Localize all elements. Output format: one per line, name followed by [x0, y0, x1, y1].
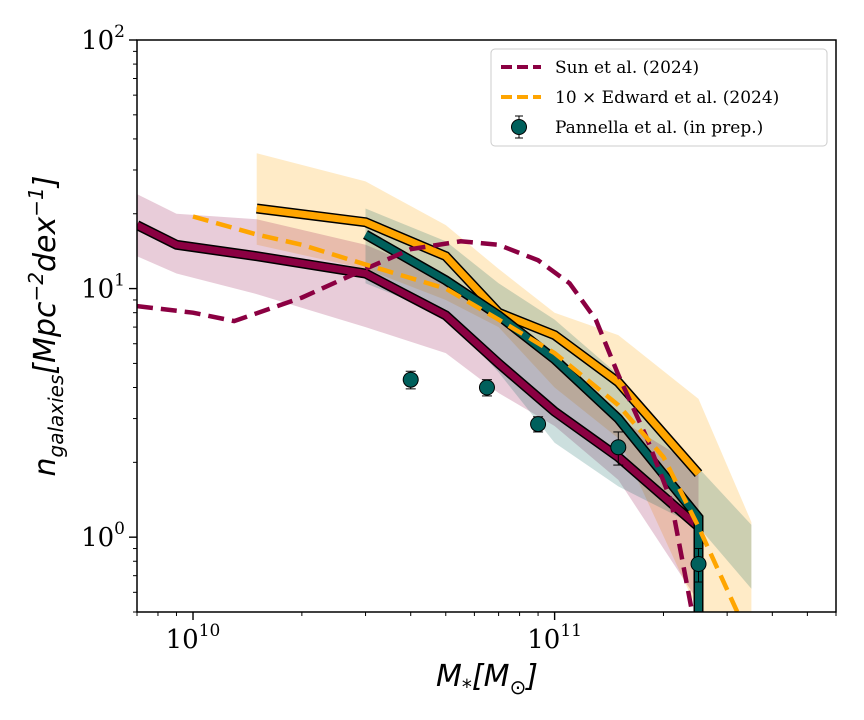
legend-swatch-pannella: [511, 115, 527, 139]
x-axis-label: M*[M⊙]: [436, 659, 538, 699]
series-line-0: [137, 221, 701, 530]
legend-label-pannella: Pannella et al. (in prep.): [555, 118, 763, 138]
data-point: [690, 555, 707, 572]
x-tick-label: 1011: [527, 621, 582, 655]
data-point: [530, 416, 547, 433]
series-line-2: [363, 231, 702, 612]
y-tick-label: 102: [81, 22, 125, 56]
y-tick-label: 101: [81, 271, 125, 305]
ticks-layer: [129, 39, 837, 620]
data-point: [402, 371, 419, 388]
points-layer: [402, 370, 707, 583]
legend-label-sun: Sun et al. (2024): [555, 58, 699, 78]
plot-frame: [136, 39, 837, 613]
x-tick-label: 1010: [166, 621, 221, 655]
legend: Sun et al. (2024) 10 × Edward et al. (20…: [490, 48, 828, 147]
legend-box: [490, 48, 828, 147]
y-tick-label: 100: [81, 519, 125, 553]
dashed-line-3: [137, 239, 695, 612]
lines-layer: [137, 203, 740, 612]
data-point: [478, 379, 495, 396]
y-axis-label: ngalaxies[Mpc−2dex−1]: [24, 176, 68, 477]
data-point: [610, 439, 627, 456]
tick-labels-layer: 1010 1011 100 101 102: [81, 22, 582, 655]
legend-label-edward: 10 × Edward et al. (2024): [555, 88, 779, 108]
uncertainty-band-1: [137, 194, 699, 602]
dashed-line-4: [192, 214, 740, 612]
